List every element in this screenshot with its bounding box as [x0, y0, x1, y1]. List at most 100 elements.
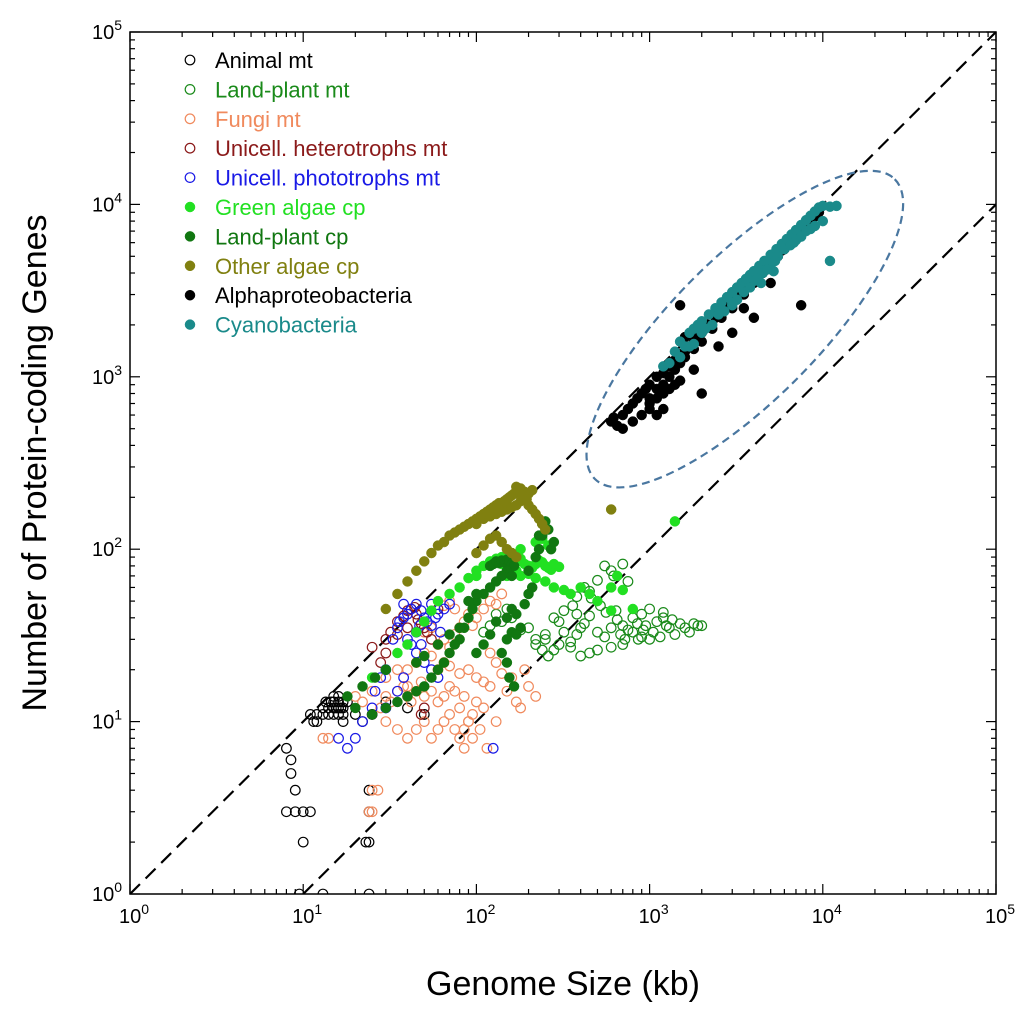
point-fungi-mt [444, 709, 455, 720]
point-fungi-mt [418, 716, 430, 727]
point-land-plant-cp [504, 672, 515, 683]
point-alphaproteobacteria [608, 412, 619, 423]
point-land-plant-cp [369, 672, 381, 683]
point-animal-mt [363, 888, 375, 894]
point-cyanobacteria [658, 361, 669, 372]
x-tick-label-base: 10 [639, 906, 661, 928]
point-unicell-phototrophs-mt [487, 742, 499, 754]
point-fungi-mt [484, 595, 496, 607]
point-unicell-phototrophs-mt [342, 742, 353, 754]
point-land-plant-mt [553, 639, 565, 650]
point-animal-mt [317, 702, 329, 714]
point-green-algae-cp [392, 647, 403, 659]
legend-marker-land-plant-cp [184, 231, 196, 242]
point-fungi-mt [392, 724, 403, 735]
point-cyanobacteria [716, 306, 727, 317]
legend-marker-unicell-phototrophs-mt [184, 172, 196, 184]
point-unicell-phototrophs-mt [398, 598, 410, 610]
x-tick-label-base: 10 [812, 906, 834, 928]
point-land-plant-cp [511, 629, 522, 640]
point-land-plant-cp [484, 629, 496, 640]
point-animal-mt [297, 836, 309, 848]
point-land-plant-mt [571, 608, 583, 620]
point-unicell-phototrophs-mt [444, 598, 455, 610]
point-fungi-mt [523, 681, 534, 692]
point-land-plant-cp [402, 691, 413, 702]
point-alphaproteobacteria [644, 393, 655, 404]
point-cyanobacteria [726, 300, 738, 311]
point-alphaproteobacteria [726, 327, 738, 339]
point-land-plant-mt [548, 644, 560, 656]
point-other-algae-cp [449, 527, 461, 538]
point-green-algae-cp [592, 595, 603, 607]
point-green-algae-cp [605, 605, 617, 616]
point-land-plant-cp [490, 616, 502, 627]
point-land-plant-mt [539, 629, 551, 640]
x-tick-label-base: 10 [292, 906, 314, 928]
point-unicell-heterotrophs-mt [418, 702, 430, 714]
point-unicell-phototrophs-mt [357, 716, 368, 727]
legend-label-land-plant-cp: Land-plant cp [215, 224, 348, 249]
point-fungi-mt [438, 691, 450, 702]
point-land-plant-mt [669, 629, 681, 640]
point-green-algae-cp [402, 639, 413, 650]
y-tick-label-base: 10 [92, 712, 114, 734]
y-tick-label-base: 10 [92, 539, 114, 561]
point-land-plant-cp [471, 588, 482, 600]
point-green-algae-cp [530, 572, 541, 584]
point-animal-mt [363, 784, 375, 796]
point-fungi-mt [463, 716, 474, 727]
legend-label-cyanobacteria: Cyanobacteria [215, 313, 358, 338]
point-land-plant-mt [558, 626, 570, 638]
point-fungi-mt [449, 724, 461, 735]
point-fungi-mt [432, 724, 444, 735]
point-unicell-phototrophs-mt [415, 605, 427, 617]
point-alphaproteobacteria [765, 277, 776, 289]
point-unicell-phototrophs-mt [398, 672, 410, 683]
point-land-plant-cp [548, 536, 560, 548]
point-green-algae-cp [669, 516, 681, 527]
x-tick-label: 101 [292, 901, 322, 928]
legend-marker-cyanobacteria [184, 319, 196, 330]
point-fungi-mt [484, 681, 496, 692]
point-cyanobacteria [805, 223, 816, 235]
point-fungi-mt [481, 742, 493, 754]
point-alphaproteobacteria [795, 300, 807, 311]
point-cyanobacteria [755, 277, 767, 289]
point-other-algae-cp [605, 504, 617, 515]
point-fungi-mt [402, 732, 413, 744]
x-tick-label: 105 [985, 901, 1015, 928]
point-unicell-phototrophs-mt [333, 732, 344, 744]
point-land-plant-cp [506, 570, 517, 582]
point-other-algae-cp [496, 536, 507, 548]
reference-line-2 [302, 203, 996, 894]
reference-line-1 [130, 32, 996, 894]
point-land-plant-mt [679, 622, 691, 634]
x-tick-label-exponent: 1 [314, 901, 322, 917]
point-fungi-mt [392, 664, 403, 676]
x-tick-label: 103 [639, 901, 669, 928]
point-land-plant-mt [530, 633, 542, 645]
point-land-plant-mt [637, 624, 649, 636]
point-land-plant-cp [478, 639, 489, 650]
point-animal-mt [325, 696, 337, 708]
point-green-algae-cp [454, 582, 465, 593]
legend-label-alphaproteobacteria: Alphaproteobacteria [215, 283, 413, 308]
x-tick-label-base: 10 [465, 906, 487, 928]
point-land-plant-mt [578, 618, 590, 630]
point-alphaproteobacteria [696, 388, 707, 399]
point-unicell-heterotrophs-mt [415, 709, 427, 720]
point-unicell-heterotrophs-mt [375, 657, 387, 668]
point-land-plant-cp [432, 639, 444, 650]
point-other-algae-cp [484, 533, 496, 544]
point-other-algae-cp [402, 576, 413, 587]
point-alphaproteobacteria [658, 379, 669, 390]
point-alphaproteobacteria [688, 364, 700, 375]
y-tick-label: 100 [92, 879, 122, 906]
point-alphaproteobacteria [674, 375, 686, 386]
point-green-algae-cp [540, 576, 551, 587]
legend-label-animal-mt: Animal mt [215, 48, 313, 73]
point-land-plant-mt [584, 647, 595, 659]
x-tick-label: 104 [812, 901, 842, 928]
x-tick-label-exponent: 5 [1007, 901, 1015, 917]
